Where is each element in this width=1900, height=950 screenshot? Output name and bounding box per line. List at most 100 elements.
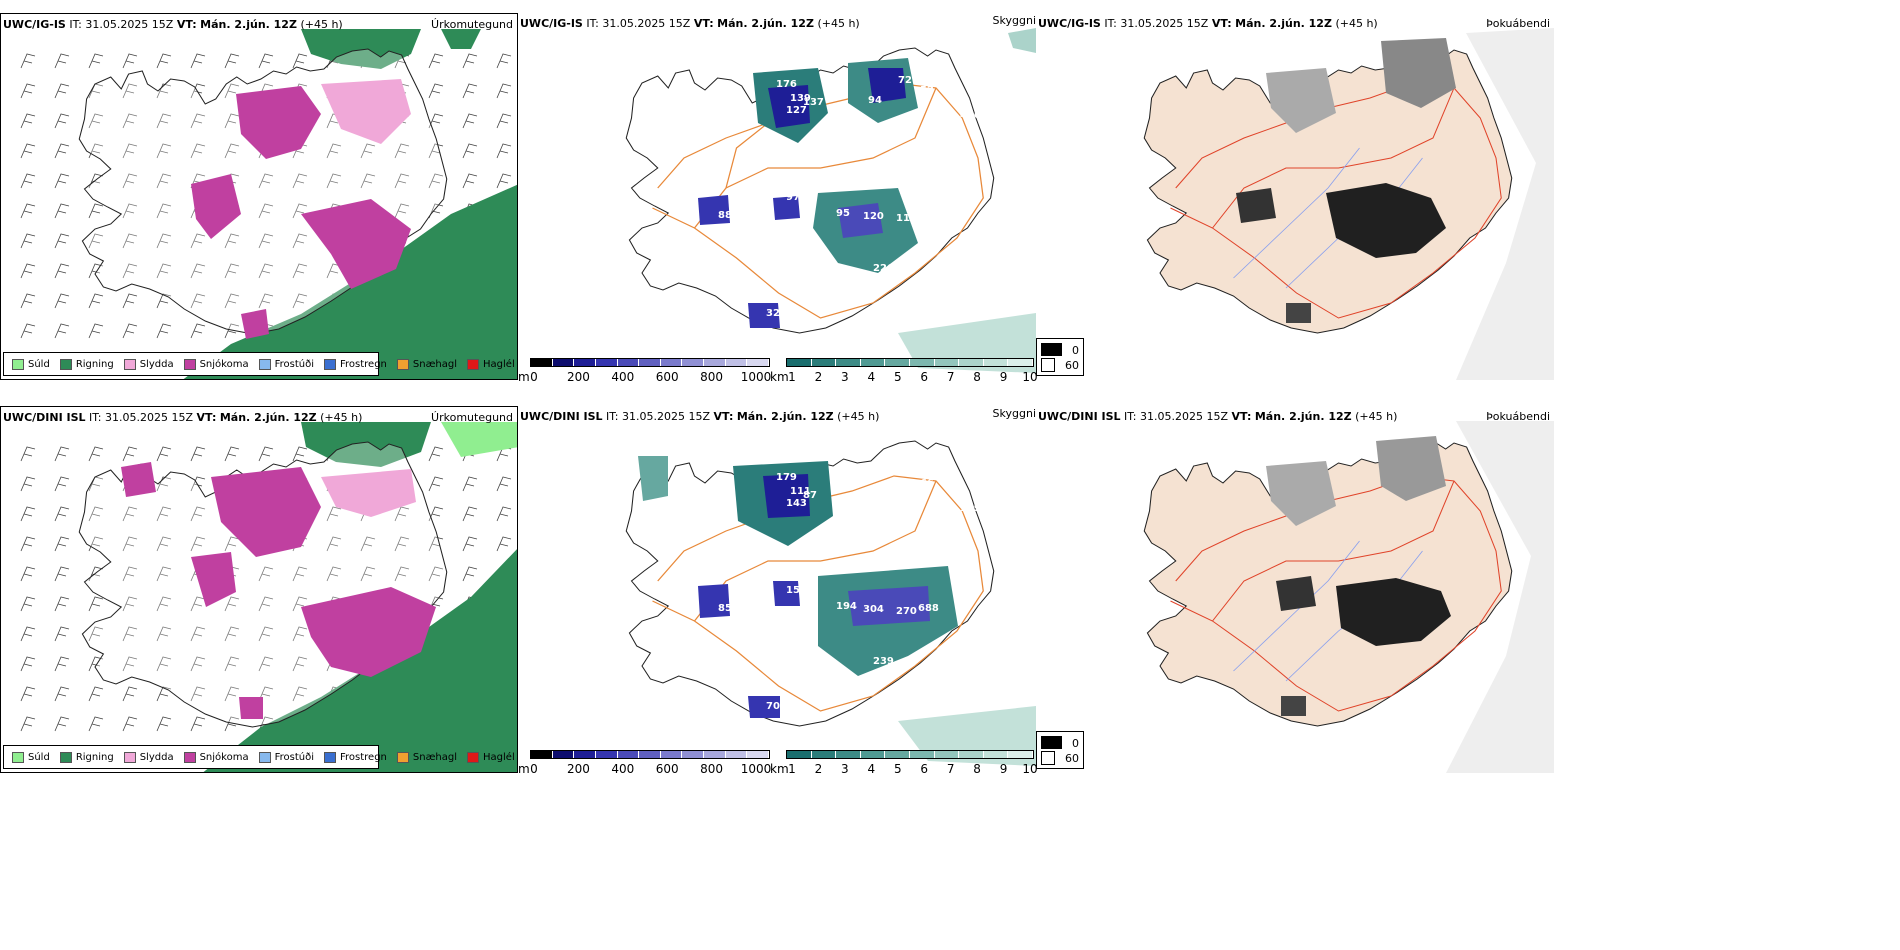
ceiling-value-label: 85 [718, 603, 732, 614]
colorbar-tick: 6 [920, 370, 929, 384]
colorbar-swatch [747, 359, 770, 366]
legend-item: Frostregn [324, 751, 387, 763]
colorbar-tick: 600 [655, 370, 679, 384]
legend-item: Frostúði [258, 358, 314, 370]
colorbar-swatch [811, 751, 837, 758]
panel-title: Þokuábendi [1486, 17, 1550, 30]
wind-barb [20, 626, 36, 642]
colorbar-swatch [639, 359, 661, 366]
colorbar-tick: 1000 [740, 762, 772, 776]
colorbar-tick: 1000 [740, 370, 772, 384]
colorbar-swatch [1008, 751, 1033, 758]
wind-barb [54, 596, 70, 612]
wind-barb [462, 173, 478, 189]
colorbar-tick: 800 [700, 370, 724, 384]
legend-item: Frostúði [258, 751, 314, 763]
colorbar-swatch [682, 751, 705, 758]
colorbar-tick: 4 [867, 762, 876, 776]
colorbar-tick: 9 [999, 370, 1008, 384]
colorbar-tick: 1 [788, 762, 796, 776]
ceiling-value-label: 406 [960, 110, 981, 121]
colorbar-swatch [860, 359, 886, 366]
colorbar-swatch [617, 359, 640, 366]
wind-barb [54, 566, 70, 582]
colorbar-tick: 600 [655, 762, 679, 776]
ceiling-value-label: 87 [803, 490, 817, 501]
ceiling-value-label: 304 [863, 604, 884, 615]
wind-barb [20, 113, 36, 129]
ceiling-value-label: 300 [918, 210, 939, 221]
ceiling-value-label: 688 [918, 603, 939, 614]
ceiling-value-label: 52 [920, 85, 934, 96]
wind-barb [122, 716, 138, 732]
colorbar-tick: 7 [946, 762, 955, 776]
ceiling-value-label: 139 [790, 93, 811, 104]
wind-barb [20, 203, 36, 219]
colorbar-swatch [909, 751, 935, 758]
fog-legend: 60 [1036, 749, 1084, 769]
wind-barb [190, 716, 206, 732]
wind-barb [54, 686, 70, 702]
wind-barb [20, 233, 36, 249]
wind-barb [428, 83, 444, 99]
roads [1170, 82, 1502, 319]
wind-barb [54, 323, 70, 339]
wind-barb [54, 143, 70, 159]
wind-barb [88, 323, 104, 339]
colorbar-tick: 10 [1022, 762, 1038, 776]
fog-legend: 60 [1036, 356, 1084, 376]
colorbar-swatch [595, 751, 618, 758]
visibility-colorbar: km 1 2 3 4 5 6 7 8 9 10 [770, 358, 1038, 384]
ceiling-value-label: 20 [858, 170, 872, 181]
colorbar-tick: 2 [814, 370, 823, 384]
panel-header: UWC/DINI ISL IT: 31.05.2025 15Z VT: Mán.… [520, 410, 880, 423]
wind-barb [20, 83, 36, 99]
precip-map [20, 29, 517, 379]
wind-barb [88, 596, 104, 612]
colorbar-swatch [682, 359, 705, 366]
wind-barb [54, 113, 70, 129]
wind-barb [54, 716, 70, 732]
wind-barb [224, 53, 240, 69]
colorbar-tick: 7 [946, 370, 955, 384]
wind-barb [88, 53, 104, 69]
colorbar-tick: 1 [788, 370, 796, 384]
colorbar-tick: 8 [973, 370, 981, 384]
wind-barb [54, 53, 70, 69]
colorbar-swatch [983, 751, 1009, 758]
panel-header: UWC/IG-IS IT: 31.05.2025 15Z VT: Mán. 2.… [3, 18, 343, 31]
panel-header: UWC/IG-IS IT: 31.05.2025 15Z VT: Mán. 2.… [520, 17, 860, 30]
fog-map [1143, 28, 1554, 380]
wind-barb [496, 113, 512, 129]
wind-barb [20, 656, 36, 672]
wind-barb [496, 536, 512, 552]
colorbar-tick: 400 [611, 370, 635, 384]
ceiling-value-label: 107 [736, 195, 757, 206]
colorbar-tick: 9 [999, 762, 1008, 776]
colorbar-swatch [552, 359, 575, 366]
wind-barb [156, 323, 172, 339]
legend-item: Snjókoma [183, 358, 249, 370]
wind-barb [462, 143, 478, 159]
wind-barb [20, 446, 36, 462]
wind-barb [122, 323, 138, 339]
ceiling-value-label: 97 [813, 138, 827, 149]
wind-barb [54, 83, 70, 99]
ceiling-value-label: 97 [813, 531, 827, 542]
ceiling-value-label: 179 [776, 472, 797, 483]
wind-barb [156, 446, 172, 462]
legend-item: Súld [12, 751, 50, 763]
wind-barb [462, 113, 478, 129]
ceiling-value-label: 156 [786, 585, 807, 596]
wind-barb [462, 53, 478, 69]
colorbar-tick: 400 [611, 762, 635, 776]
wind-barb [496, 506, 512, 522]
panel-header: UWC/DINI ISL IT: 31.05.2025 15Z VT: Mán.… [1038, 410, 1398, 423]
wind-barb [156, 716, 172, 732]
wind-barb [20, 596, 36, 612]
colorbar-swatch [811, 359, 837, 366]
colorbar-swatch [836, 359, 861, 366]
wind-barb [88, 446, 104, 462]
wind-barb [122, 53, 138, 69]
